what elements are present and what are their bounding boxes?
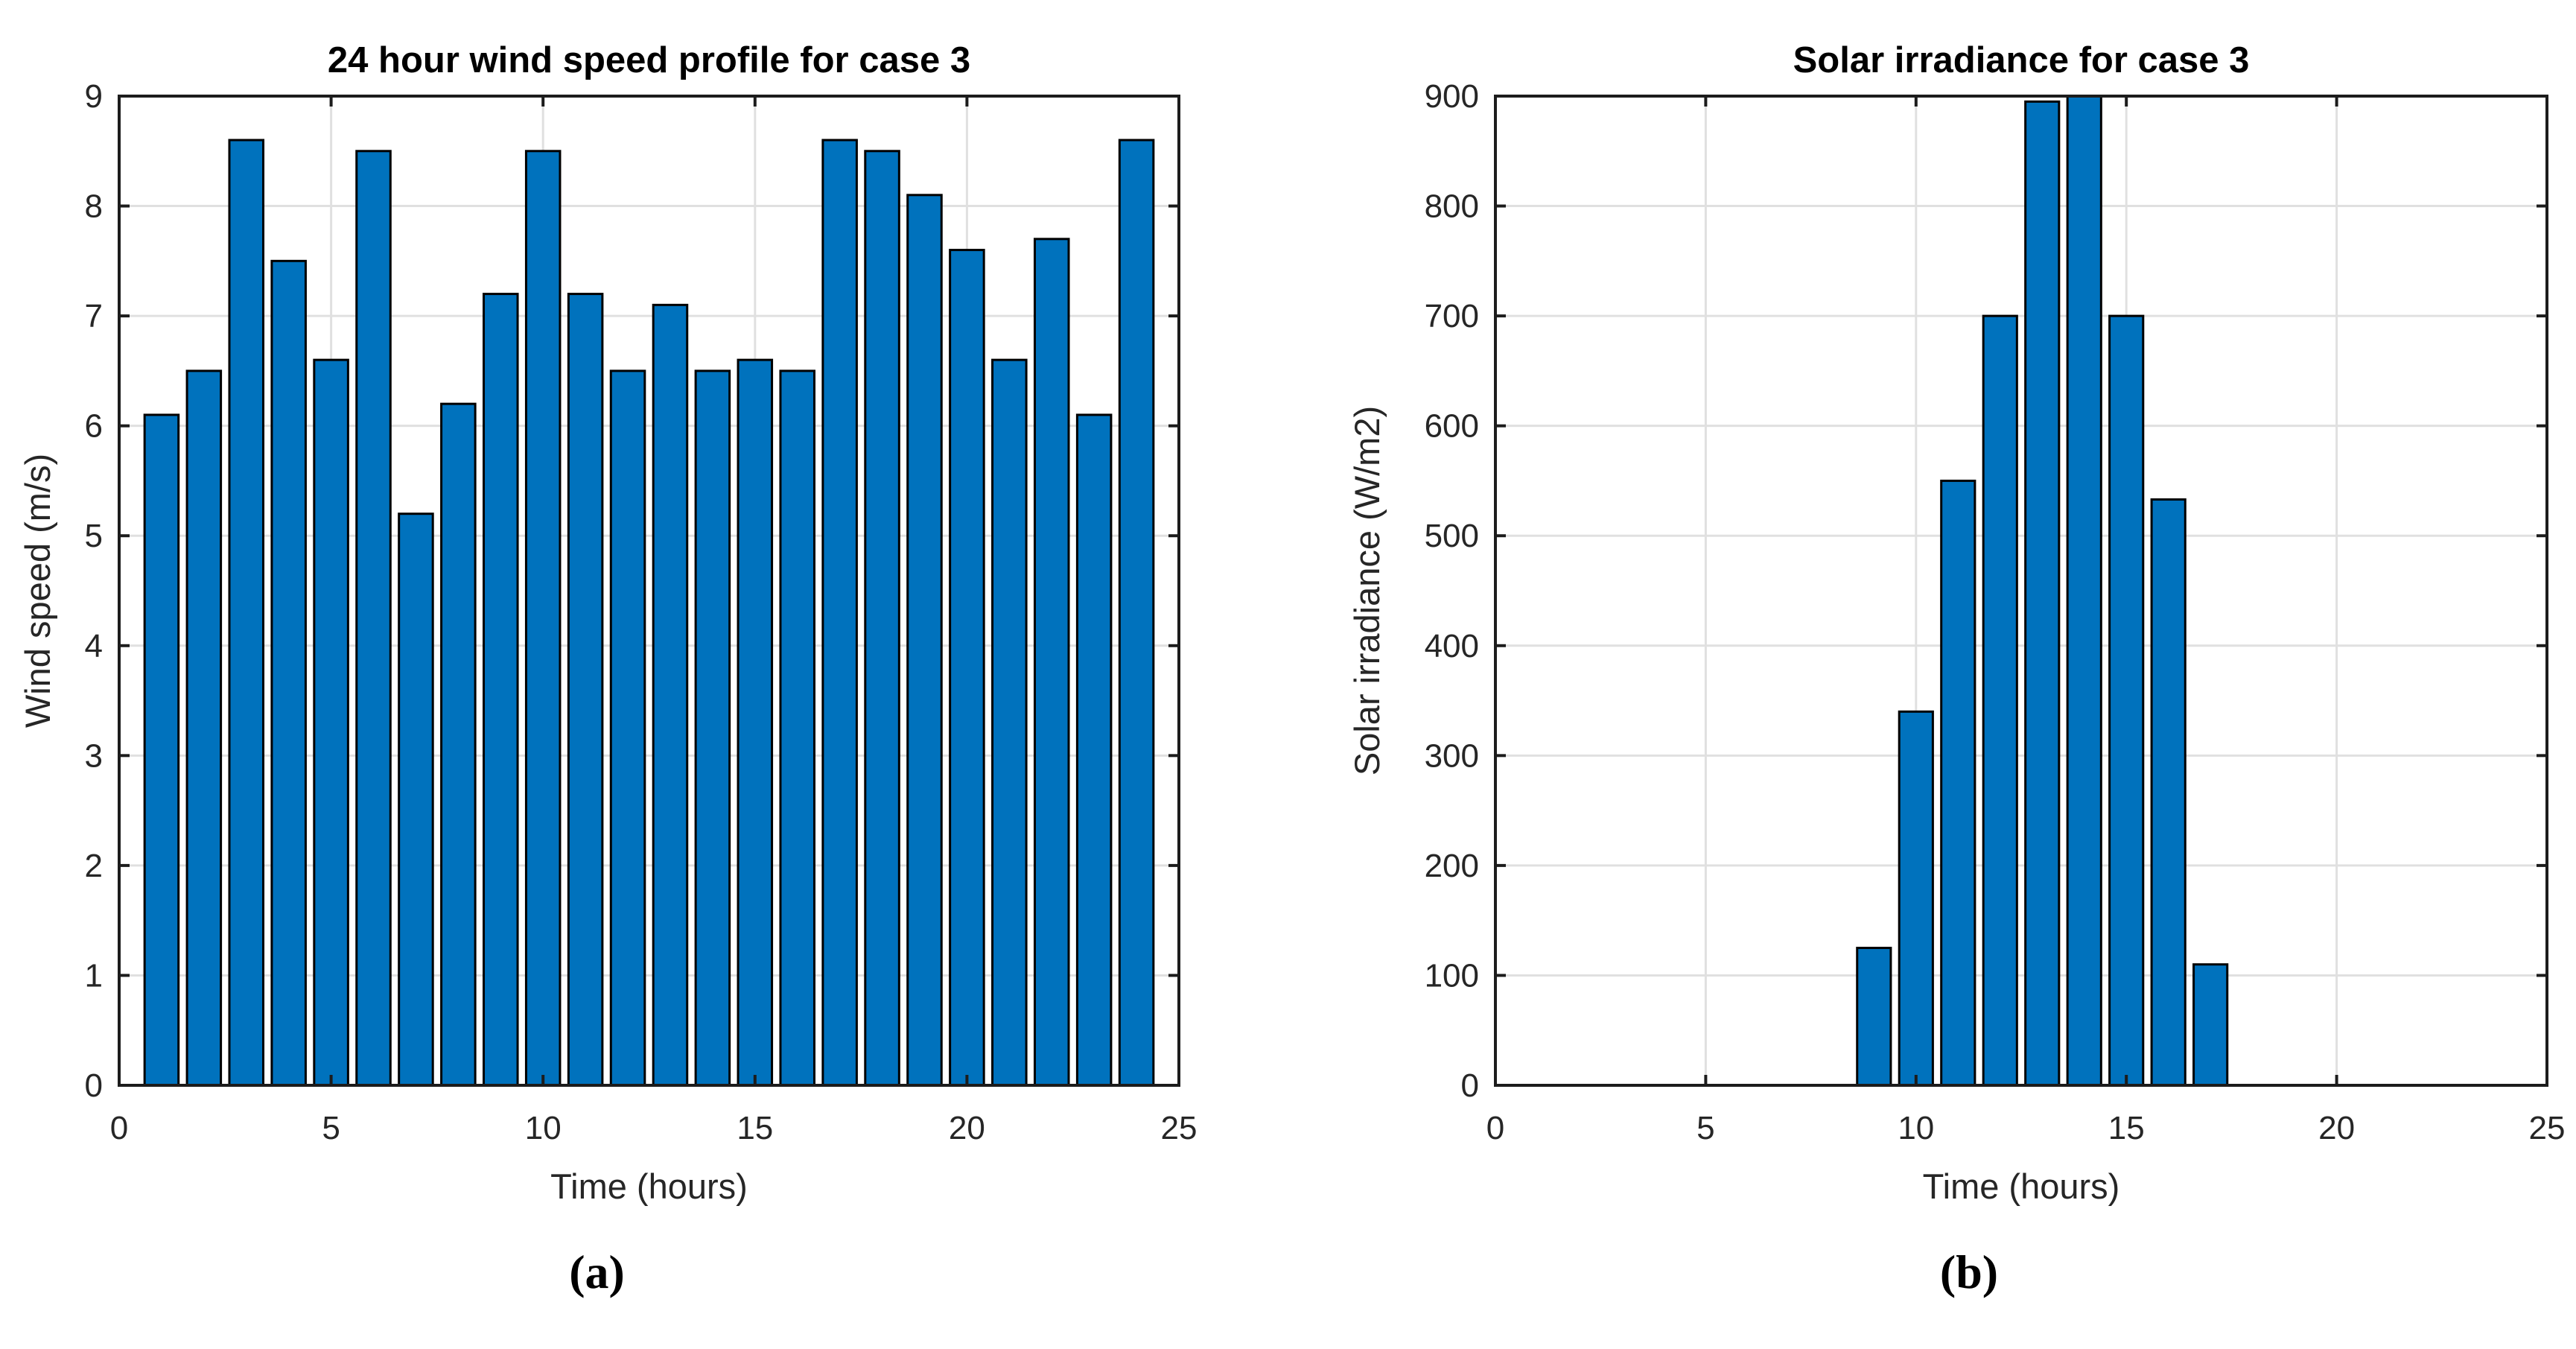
bar-hour-10: [524, 150, 562, 1087]
bar-hour-13: [652, 303, 689, 1087]
y-tick-label: 900: [1425, 78, 1479, 115]
bar-hour-22: [1033, 238, 1070, 1087]
bar-hour-15: [2108, 314, 2145, 1087]
bar-hour-2: [185, 369, 223, 1087]
y-tick-label: 8: [85, 188, 103, 225]
bar-hour-18: [864, 150, 900, 1087]
bar-hour-19: [906, 194, 943, 1087]
bar-hour-12: [1982, 314, 2018, 1087]
y-tick-label: 700: [1425, 298, 1479, 334]
bar-hour-12: [609, 369, 646, 1087]
bar-hour-17: [2192, 963, 2229, 1087]
bar-hour-11: [567, 293, 604, 1087]
bar-hour-11: [1940, 479, 1976, 1087]
wind-speed-chart: 0 5 10 15 20 25 0 1 2 3 4 5 6 7 8 9 24 hour wind speed p…: [18, 40, 1197, 1298]
y-axis-label: Solar irradiance (W/m2): [1347, 406, 1387, 775]
y-tick-label: 0: [1461, 1067, 1479, 1104]
y-tick-label: 9: [85, 78, 103, 115]
bar-hour-20: [949, 249, 985, 1087]
subfigure-caption: (a): [569, 1245, 625, 1298]
bar-hour-9: [1856, 947, 1892, 1087]
x-tick-label: 5: [322, 1110, 340, 1146]
chart-title: Solar irradiance for case 3: [1793, 40, 2250, 80]
bar-hour-15: [737, 358, 774, 1087]
x-tick-label: 15: [2108, 1110, 2145, 1146]
y-tick-label: 300: [1425, 737, 1479, 774]
bar-hour-14: [2066, 95, 2102, 1087]
x-tick-label: 10: [525, 1110, 562, 1146]
bar-hour-24: [1118, 139, 1155, 1087]
bar-hour-6: [355, 150, 392, 1087]
x-axis-label: Time (hours): [1923, 1167, 2120, 1206]
x-tick-label: 20: [949, 1110, 985, 1146]
y-tick-label: 600: [1425, 408, 1479, 445]
bar-hour-10: [1898, 710, 1934, 1087]
y-tick-label: 500: [1425, 518, 1479, 554]
bar-hour-21: [991, 358, 1028, 1087]
x-tick-label: 0: [1486, 1110, 1504, 1146]
y-tick-label: 2: [85, 848, 103, 884]
x-tick-label: 0: [110, 1110, 128, 1146]
bar-hour-7: [398, 512, 434, 1087]
bar-hour-14: [694, 369, 731, 1087]
bar-hour-1: [143, 413, 180, 1087]
x-tick-label: 20: [2318, 1110, 2355, 1146]
y-tick-label: 1: [85, 957, 103, 994]
y-tick-label: 400: [1425, 628, 1479, 664]
y-tick-label: 800: [1425, 188, 1479, 225]
axes-box: [1494, 95, 2548, 1087]
bar-hour-8: [440, 402, 477, 1087]
bar-hour-16: [2150, 498, 2187, 1087]
y-tick-label: 7: [85, 298, 103, 334]
x-tick-label: 5: [1696, 1110, 1714, 1146]
bar-hour-5: [313, 358, 349, 1087]
x-tick-label: 15: [737, 1110, 773, 1146]
x-axis-label: Time (hours): [550, 1167, 748, 1206]
solar-irradiance-chart: 0 5 10 15 20 25 0 100 200 300 400 500 600 700 800 900 So…: [1347, 40, 2565, 1298]
x-tick-label: 25: [1161, 1110, 1198, 1146]
y-tick-label: 200: [1425, 848, 1479, 884]
y-tick-label: 4: [85, 628, 103, 664]
bar-hour-23: [1075, 413, 1113, 1087]
bar-hour-3: [228, 139, 265, 1087]
bar-hour-17: [821, 139, 858, 1087]
y-axis-label: Wind speed (m/s): [18, 454, 57, 728]
bar-hour-4: [270, 259, 307, 1087]
x-tick-label: 10: [1898, 1110, 1934, 1146]
y-tick-label: 100: [1425, 957, 1479, 994]
y-tick-label: 5: [85, 518, 103, 554]
chart-title: 24 hour wind speed profile for case 3: [328, 40, 970, 80]
y-tick-label: 0: [85, 1067, 103, 1104]
bar-hour-9: [483, 293, 519, 1087]
bar-hour-13: [2024, 100, 2061, 1087]
bar-hour-16: [779, 369, 815, 1087]
subfigure-caption: (b): [1940, 1245, 1998, 1298]
axes-box: [118, 95, 1180, 1087]
x-tick-label: 25: [2529, 1110, 2566, 1146]
y-tick-label: 6: [85, 408, 103, 445]
y-tick-label: 3: [85, 737, 103, 774]
